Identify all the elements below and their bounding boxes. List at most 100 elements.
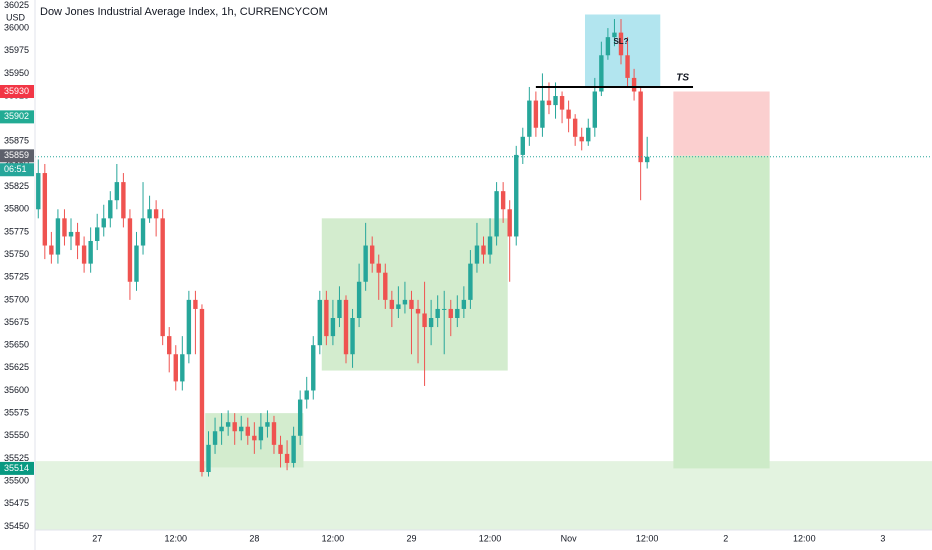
candle-body bbox=[356, 281, 362, 318]
y-tick-label: 35700 bbox=[4, 294, 29, 304]
candle-body bbox=[422, 313, 427, 328]
candle-body bbox=[147, 209, 152, 219]
candle-body bbox=[180, 354, 185, 382]
x-tick-label: 12:00 bbox=[165, 533, 188, 543]
y-tick-label: 35450 bbox=[4, 521, 29, 531]
candle-body bbox=[291, 435, 296, 463]
price-badge bbox=[0, 110, 34, 124]
candle-body bbox=[468, 263, 473, 300]
candle-body bbox=[114, 182, 120, 201]
price-badge bbox=[0, 149, 34, 163]
candle-body bbox=[297, 399, 303, 436]
y-tick-label: 36025 bbox=[4, 0, 29, 10]
candle-body bbox=[160, 218, 165, 337]
candle-body bbox=[540, 100, 545, 128]
candle-body bbox=[62, 218, 67, 237]
candle-body bbox=[514, 154, 519, 237]
candle-body bbox=[337, 299, 342, 318]
y-tick-label: 35675 bbox=[4, 317, 29, 327]
candle-body bbox=[592, 91, 598, 128]
candle-body bbox=[186, 299, 192, 355]
y-tick-label: 35575 bbox=[4, 408, 29, 418]
candle-body bbox=[448, 308, 453, 318]
candle-body bbox=[455, 308, 460, 318]
y-tick-label: 35725 bbox=[4, 272, 29, 282]
candle-body bbox=[625, 55, 630, 78]
y-tick-label: 35600 bbox=[4, 385, 29, 395]
candle-body bbox=[415, 308, 421, 314]
candle-body bbox=[487, 236, 493, 255]
candles bbox=[36, 19, 650, 477]
candle-body bbox=[520, 136, 525, 155]
candle-body bbox=[193, 299, 198, 309]
currency-label: USD bbox=[6, 12, 26, 22]
x-tick-label: 12:00 bbox=[793, 533, 816, 543]
y-tick-label: 35625 bbox=[4, 362, 29, 372]
candle-body bbox=[245, 426, 250, 436]
candle-body bbox=[527, 100, 532, 137]
candle-body bbox=[153, 209, 159, 219]
candle-body bbox=[572, 118, 578, 137]
candle-body bbox=[631, 77, 637, 92]
candle-body bbox=[121, 182, 126, 219]
candle-body bbox=[442, 308, 447, 310]
overlay: TS SL? bbox=[35, 37, 932, 158]
candle-body bbox=[428, 318, 434, 328]
candle-body bbox=[127, 218, 133, 282]
y-tick-label: 35800 bbox=[4, 204, 29, 214]
candle-body bbox=[134, 245, 139, 282]
countdown-label: 06:51 bbox=[4, 164, 27, 174]
candle-body bbox=[324, 299, 329, 337]
candle-body bbox=[173, 354, 178, 382]
chart-title: Dow Jones Industrial Average Index, 1h, … bbox=[40, 6, 328, 18]
candle-body bbox=[435, 308, 440, 318]
candle-body bbox=[396, 304, 401, 309]
candle-body bbox=[330, 318, 336, 337]
candle-body bbox=[599, 55, 604, 92]
x-tick-label: 12:00 bbox=[322, 533, 345, 543]
price-badge bbox=[0, 85, 34, 99]
candle-body bbox=[88, 240, 93, 264]
candle-body bbox=[167, 336, 172, 355]
candle-body bbox=[461, 299, 467, 309]
candle-body bbox=[36, 173, 41, 210]
candle-body bbox=[343, 299, 349, 355]
candle-body bbox=[481, 245, 486, 255]
candle-body bbox=[55, 218, 61, 255]
candle-body bbox=[284, 453, 290, 463]
zone bbox=[321, 218, 508, 371]
candle-body bbox=[409, 299, 414, 309]
candle-body bbox=[95, 227, 100, 241]
y-tick-label: 35650 bbox=[4, 340, 29, 350]
candle-body bbox=[271, 422, 277, 445]
candle-body bbox=[101, 218, 106, 228]
countdown-badge bbox=[0, 163, 34, 177]
candle-body bbox=[265, 422, 270, 427]
candle-body bbox=[225, 422, 231, 427]
price-badge-label: 35859 bbox=[4, 150, 29, 160]
candle-body bbox=[612, 32, 617, 38]
candle-body bbox=[559, 96, 565, 110]
candle-body bbox=[474, 245, 480, 264]
candle-body bbox=[579, 136, 584, 142]
candle-body bbox=[258, 426, 264, 441]
x-tick-label: 2 bbox=[723, 533, 728, 543]
price-badge bbox=[0, 461, 34, 475]
candle-body bbox=[49, 245, 54, 255]
price-badge-label: 35514 bbox=[4, 463, 29, 473]
price-badge-label: 35930 bbox=[4, 86, 29, 96]
candle-body bbox=[212, 431, 218, 445]
y-tick-label: 35550 bbox=[4, 430, 29, 440]
y-tick-label: 35775 bbox=[4, 226, 29, 236]
x-tick-label: Nov bbox=[561, 533, 578, 543]
annotation: SL? bbox=[613, 37, 628, 46]
candle-body bbox=[350, 318, 355, 355]
candle-body bbox=[278, 444, 283, 454]
y-tick-label: 35950 bbox=[4, 68, 29, 78]
candle-body bbox=[605, 37, 611, 56]
x-tick-label: 3 bbox=[880, 533, 885, 543]
candle-body bbox=[402, 299, 408, 305]
candle-body bbox=[239, 426, 244, 432]
candle-body bbox=[644, 156, 650, 163]
